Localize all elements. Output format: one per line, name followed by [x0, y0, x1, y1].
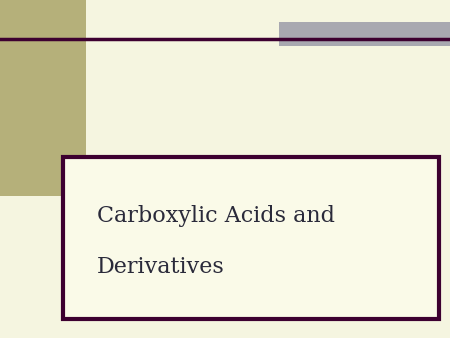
- Bar: [63, 157, 439, 319]
- Bar: [279, 22, 450, 46]
- Text: Derivatives: Derivatives: [97, 256, 225, 278]
- Bar: [0, 0, 86, 196]
- Text: Carboxylic Acids and: Carboxylic Acids and: [97, 205, 335, 227]
